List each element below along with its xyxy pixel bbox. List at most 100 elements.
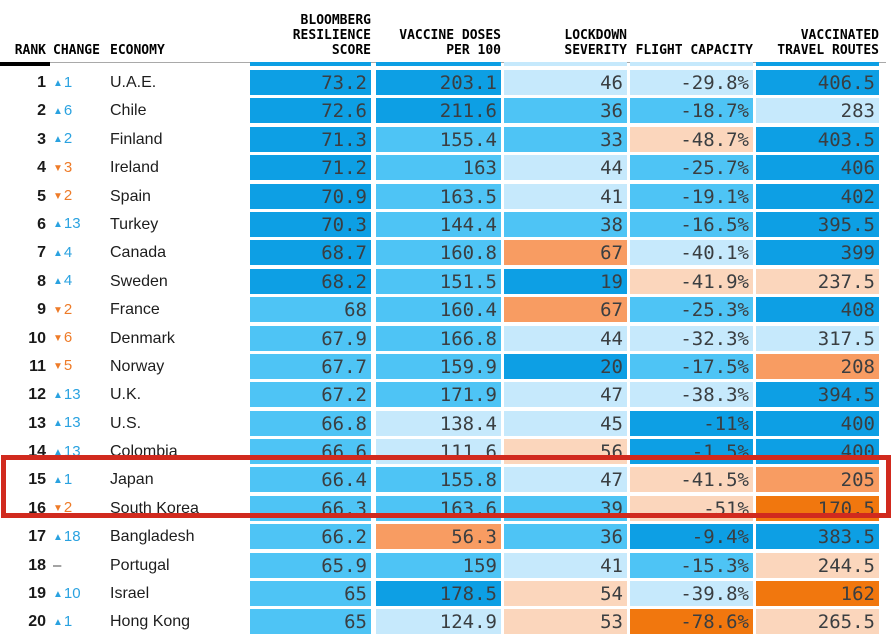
table-row: 19 ▲10 Israel 65 178.5 54 -39.8% 162 [0,581,893,607]
table-row: 8 ▲4 Sweden 68.2 151.5 19 -41.9% 237.5 [0,268,893,294]
vaccine-column-rule [376,62,501,66]
header-rules [0,62,893,66]
economy-cell: Bangladesh [110,528,195,546]
routes-cell: 408 [756,297,879,323]
rank-cell: 20 [28,613,46,631]
lockdown-cell: 20 [504,353,627,379]
score-cell: 68.7 [250,240,371,266]
change-cell: ▼2 [46,183,110,209]
rank-cell: 19 [28,585,46,603]
vaccine-cell: 155.4 [376,126,501,152]
lockdown-cell: 47 [504,382,627,408]
header-flight-capacity: FLIGHT CAPACITY [635,43,753,58]
routes-cell: 317.5 [756,325,879,351]
down-arrow-icon: ▼ [53,191,63,203]
score-cell: 67.2 [250,382,371,408]
routes-cell: 399 [756,240,879,266]
up-arrow-icon: ▲ [53,219,63,231]
vaccine-cell: 159 [376,552,501,578]
economy-cell: Canada [110,244,167,262]
score-cell: 66.6 [250,439,371,465]
economy-cell: Ireland [110,159,159,177]
routes-cell: 383.5 [756,524,879,550]
vaccine-cell: 155.8 [376,467,501,493]
up-arrow-icon: ▲ [53,418,63,430]
economy-cell: Turkey [110,215,159,233]
down-arrow-icon: ▼ [53,503,63,515]
routes-cell: 402 [756,183,879,209]
change-value: 2 [63,187,73,205]
table-row: 12 ▲13 U.K. 67.2 171.9 47 -38.3% 394.5 [0,382,893,408]
change-cell: – [53,556,62,574]
table-row: 6 ▲13 Turkey 70.3 144.4 38 -16.5% 395.5 [0,211,893,237]
up-arrow-icon: ▲ [53,474,63,486]
rank-cell: 9 [37,301,46,319]
change-value: 2 [63,499,73,517]
rank-cell: 14 [28,443,46,461]
down-arrow-icon: ▼ [53,162,63,174]
economy-cell: South Korea [110,499,199,517]
up-arrow-icon: ▲ [53,77,63,89]
flight-cell: -32.3% [630,325,753,351]
routes-cell: 237.5 [756,268,879,294]
lockdown-cell: 38 [504,211,627,237]
vaccine-cell: 151.5 [376,268,501,294]
routes-cell: 395.5 [756,211,879,237]
down-arrow-icon: ▼ [53,333,63,345]
up-arrow-icon: ▲ [53,276,63,288]
change-cell: ▲4 [46,240,110,266]
economy-cell: Norway [110,357,165,375]
lockdown-column-rule [504,62,627,66]
header-vaccinated-travel-routes: VACCINATED TRAVEL ROUTES [777,28,879,58]
header-vaccine-doses: VACCINE DOSES PER 100 [399,28,501,58]
rank-cell: 18 [28,556,46,574]
routes-cell: 208 [756,353,879,379]
economy-cell: Hong Kong [110,613,191,631]
score-cell: 65 [250,609,371,635]
economy-cell: Colombia [110,443,178,461]
economy-cell: Portugal [110,556,170,574]
lockdown-cell: 46 [504,70,627,95]
header-resilience-score: BLOOMBERG RESILIENCE SCORE [292,13,371,58]
lockdown-cell: 54 [504,581,627,607]
table-row: 1 ▲1 U.A.E. 73.2 203.1 46 -29.8% 406.5 [0,70,893,95]
change-value: 13 [63,414,81,432]
lockdown-cell: 67 [504,297,627,323]
change-cell: ▲4 [46,268,110,294]
change-cell: ▼5 [46,353,110,379]
vaccine-cell: 138.4 [376,410,501,436]
flight-cell: -48.7% [630,126,753,152]
lockdown-cell: 39 [504,495,627,521]
table-row: 3 ▲2 Finland 71.3 155.4 33 -48.7% 403.5 [0,126,893,152]
change-value: 1 [63,612,73,630]
table-body: 1 ▲1 U.A.E. 73.2 203.1 46 -29.8% 406.5 2 ▲6 Chile 7… [0,70,893,635]
score-cell: 67.7 [250,353,371,379]
economy-cell: Japan [110,471,154,489]
vaccine-cell: 178.5 [376,581,501,607]
table-row: 9 ▼2 France 68 160.4 67 -25.3% 408 [0,297,893,323]
table-row: 7 ▲4 Canada 68.7 160.8 67 -40.1% 399 [0,240,893,266]
change-cell: ▼3 [46,155,110,181]
flight-column-rule [630,62,753,66]
rank-cell: 10 [28,329,46,347]
flight-cell: -51% [630,495,753,521]
change-value: 4 [63,243,73,261]
economy-cell: Finland [110,130,163,148]
flight-cell: -15.3% [630,552,753,578]
economy-cell: Chile [110,102,147,120]
lockdown-cell: 47 [504,467,627,493]
vaccine-cell: 163 [376,155,501,181]
score-cell: 66.4 [250,467,371,493]
rank-cell: 2 [37,102,46,120]
rank-cell: 12 [28,386,46,404]
score-cell: 72.6 [250,98,371,124]
lockdown-cell: 41 [504,183,627,209]
routes-cell: 400 [756,410,879,436]
change-cell: ▼2 [46,495,110,521]
rank-cell: 3 [37,130,46,148]
change-cell: ▼2 [46,297,110,323]
change-value: 1 [63,470,73,488]
change-cell: ▲13 [46,382,110,408]
vaccine-cell: 163.5 [376,183,501,209]
lockdown-cell: 19 [504,268,627,294]
